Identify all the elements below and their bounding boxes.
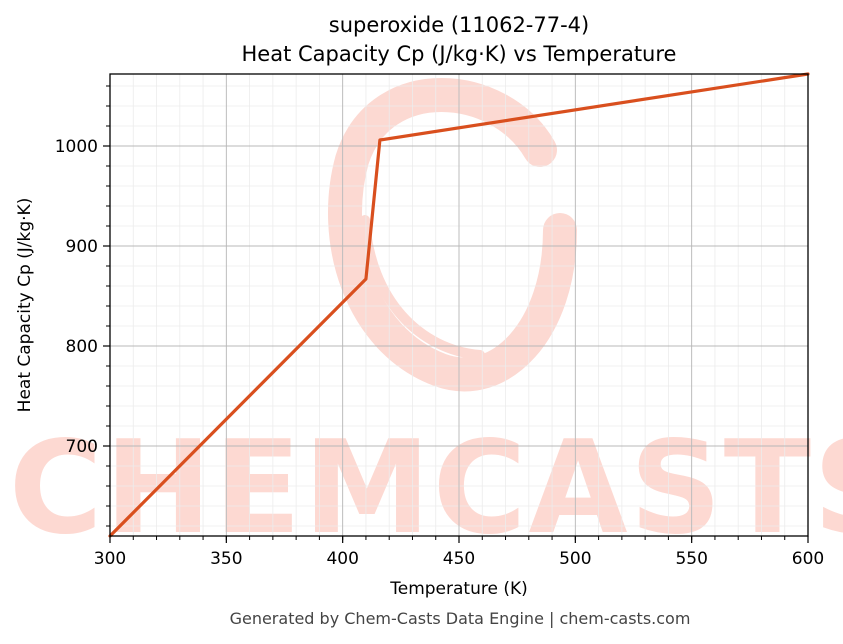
axis-ticks — [103, 85, 809, 543]
y-tick-label: 1000 — [55, 137, 98, 157]
x-tick-labels: 300 350 400 450 500 550 600 — [94, 549, 824, 569]
series-layer — [108, 72, 810, 538]
y-tick-label: 700 — [66, 437, 98, 457]
chart-subtitle: Heat Capacity Cp (J/kg·K) vs Temperature — [242, 42, 677, 66]
x-tick-label: 600 — [792, 549, 824, 569]
x-tick-label: 350 — [210, 549, 242, 569]
x-tick-label: 550 — [675, 549, 707, 569]
x-tick-label: 300 — [94, 549, 126, 569]
x-tick-label: 400 — [326, 549, 358, 569]
y-axis-label: Heat Capacity Cp (J/kg·K) — [15, 198, 35, 413]
x-tick-label: 500 — [559, 549, 591, 569]
x-axis-label: Temperature (K) — [389, 579, 528, 599]
y-tick-label: 800 — [66, 337, 98, 357]
y-tick-label: 900 — [66, 237, 98, 257]
watermark-text: CHEMCASTS — [9, 414, 843, 563]
y-tick-labels: 700 800 900 1000 — [55, 137, 98, 457]
footer-credit: Generated by Chem-Casts Data Engine | ch… — [230, 609, 691, 628]
chart-title: superoxide (11062-77-4) — [329, 13, 590, 37]
x-tick-label: 450 — [443, 549, 475, 569]
series-line — [108, 72, 810, 538]
